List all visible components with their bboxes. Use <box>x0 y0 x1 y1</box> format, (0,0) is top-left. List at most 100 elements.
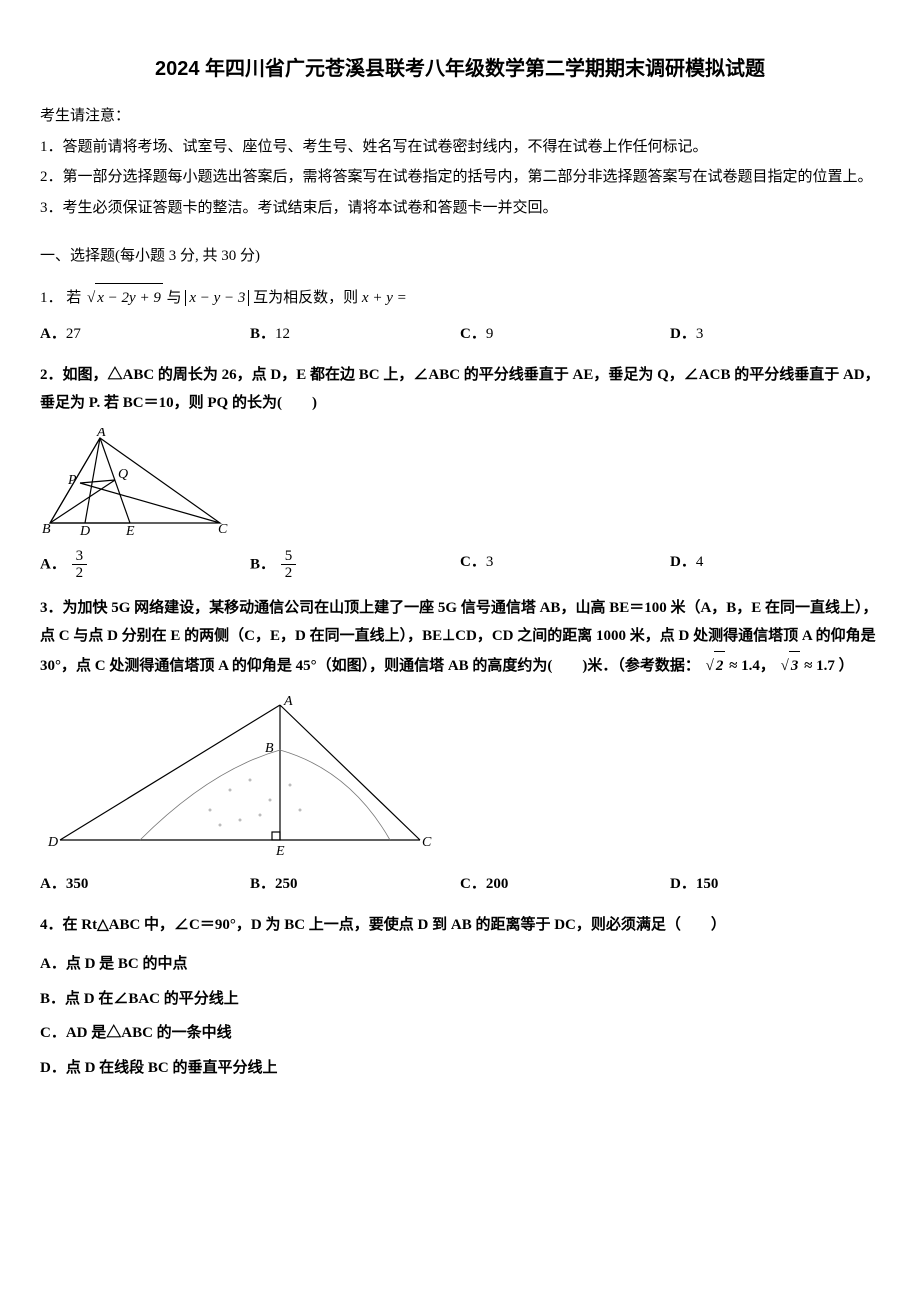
q2-label-b: B <box>42 522 51 537</box>
q1-c-val: 9 <box>486 326 494 342</box>
instructions-block: 考生请注意： 1．答题前请将考场、试室号、座位号、考生号、姓名写在试卷密封线内，… <box>40 102 880 222</box>
question-1: 1． 若 x − 2y + 9 与 x − y − 3 互为相反数，则 x + … <box>40 283 880 349</box>
q2-figure: A B C D E P Q <box>40 428 230 538</box>
q1-post1: 互为相反数，则 <box>253 290 362 306</box>
q1-opt-c: C．9 <box>460 320 670 349</box>
q1-b-val: 12 <box>275 326 290 342</box>
q3-label-c: C <box>422 835 432 850</box>
opt-label-c: C． <box>40 1025 66 1041</box>
instruction-item: 2．第一部分选择题每小题选出答案后，需将答案写在试卷指定的括号内，第二部分非选择… <box>40 163 880 192</box>
opt-label-a: A． <box>40 556 66 572</box>
q1-opt-b: B．12 <box>250 320 460 349</box>
instructions-heading: 考生请注意： <box>40 102 880 131</box>
q2-opt-b: B． 52 <box>250 548 460 582</box>
q4-options: A．点 D 是 BC 的中点 B．点 D 在∠BAC 的平分线上 C．AD 是△… <box>40 947 880 1085</box>
q1-mid: 与 <box>167 290 186 306</box>
q4-d-text: 点 D 在线段 BC 的垂直平分线上 <box>66 1060 278 1076</box>
q2-b-den: 2 <box>281 565 297 582</box>
opt-label-b: B． <box>250 556 275 572</box>
instruction-item: 3．考生必须保证答题卡的整洁。考试结束后，请将本试卷和答题卡一并交回。 <box>40 194 880 223</box>
question-4: 4．在 Rt△ABC 中，∠C＝90°，D 为 BC 上一点，要使点 D 到 A… <box>40 911 880 1086</box>
q3-c-val: 200 <box>486 876 509 892</box>
question-2: 2．如图，△ABC 的周长为 26，点 D，E 都在边 BC 上，∠ABC 的平… <box>40 361 880 582</box>
sqrt-icon: 2 <box>704 651 726 681</box>
q3-opt-b: B．250 <box>250 870 460 899</box>
q4-text: 在 Rt△ABC 中，∠C＝90°，D 为 BC 上一点，要使点 D 到 AB … <box>63 917 726 933</box>
q1-opt-d: D．3 <box>670 320 880 349</box>
q3-approx1: ≈ 1.4， <box>725 658 774 674</box>
q2-label-a: A <box>96 428 106 440</box>
page-title: 2024 年四川省广元苍溪县联考八年级数学第二学期期末调研模拟试题 <box>40 50 880 88</box>
opt-label-c: C． <box>460 326 486 342</box>
opt-label-d: D． <box>670 876 696 892</box>
q1-expr: x + y = <box>362 290 407 306</box>
opt-label-a: A． <box>40 956 66 972</box>
q2-label-d: D <box>79 524 90 538</box>
opt-label-c: C． <box>460 554 486 570</box>
q3-sqrt3: 3 <box>789 651 801 681</box>
q4-num: 4． <box>40 917 63 933</box>
q1-opt-a: A．27 <box>40 320 250 349</box>
q2-opt-a: A． 32 <box>40 548 250 582</box>
q1-a-val: 27 <box>66 326 81 342</box>
q3-opt-a: A．350 <box>40 870 250 899</box>
q2-a-frac: 32 <box>72 548 88 582</box>
opt-label-d: D． <box>670 326 696 342</box>
opt-label-b: B． <box>40 991 65 1007</box>
q2-text: 如图，△ABC 的周长为 26，点 D，E 都在边 BC 上，∠ABC 的平分线… <box>40 367 880 412</box>
q2-d-val: 4 <box>696 554 704 570</box>
q1-sqrt-body: x − 2y + 9 <box>95 283 163 313</box>
q4-opt-d: D．点 D 在线段 BC 的垂直平分线上 <box>40 1054 880 1083</box>
q2-num: 2． <box>40 367 63 383</box>
q1-d-val: 3 <box>696 326 704 342</box>
sqrt-icon: 3 <box>779 651 801 681</box>
q3-d-val: 150 <box>696 876 719 892</box>
q1-pre: 若 <box>66 290 81 306</box>
q1-options: A．27 B．12 C．9 D．3 <box>40 320 880 349</box>
opt-label-d: D． <box>40 1060 66 1076</box>
q3-label-a: A <box>283 694 293 709</box>
q2-options: A． 32 B． 52 C．3 D．4 <box>40 548 880 582</box>
q3-figure: A B C D E <box>40 690 440 860</box>
q4-c-text: AD 是△ABC 的一条中线 <box>66 1025 232 1041</box>
q2-c-val: 3 <box>486 554 494 570</box>
q3-a-val: 350 <box>66 876 89 892</box>
q3-label-e: E <box>275 844 285 859</box>
opt-label-a: A． <box>40 876 66 892</box>
q1-num: 1． <box>40 290 63 306</box>
q3-approx2: ≈ 1.7 ） <box>800 658 853 674</box>
q3-opt-d: D．150 <box>670 870 880 899</box>
q3-b-val: 250 <box>275 876 298 892</box>
opt-label-a: A． <box>40 326 66 342</box>
q3-label-d: D <box>47 835 58 850</box>
q4-opt-b: B．点 D 在∠BAC 的平分线上 <box>40 985 880 1014</box>
section-header: 一、选择题(每小题 3 分, 共 30 分) <box>40 242 880 271</box>
q1-abs: x − y − 3 <box>185 290 249 306</box>
q2-a-den: 2 <box>72 565 88 582</box>
q4-opt-c: C．AD 是△ABC 的一条中线 <box>40 1019 880 1048</box>
q3-options: A．350 B．250 C．200 D．150 <box>40 870 880 899</box>
opt-label-b: B． <box>250 876 275 892</box>
q3-num: 3． <box>40 600 63 616</box>
q2-opt-d: D．4 <box>670 548 880 582</box>
q2-label-p: P <box>67 473 77 488</box>
question-3: 3．为加快 5G 网络建设，某移动通信公司在山顶上建了一座 5G 信号通信塔 A… <box>40 594 880 899</box>
q2-a-num: 3 <box>72 548 88 566</box>
q3-sqrt2: 2 <box>714 651 726 681</box>
q2-label-q: Q <box>118 467 128 482</box>
q2-label-c: C <box>218 522 228 537</box>
q4-opt-a: A．点 D 是 BC 的中点 <box>40 950 880 979</box>
q2-label-e: E <box>125 524 135 538</box>
opt-label-b: B． <box>250 326 275 342</box>
q4-a-text: 点 D 是 BC 的中点 <box>66 956 188 972</box>
q4-b-text: 点 D 在∠BAC 的平分线上 <box>65 991 239 1007</box>
q2-b-num: 5 <box>281 548 297 566</box>
opt-label-d: D． <box>670 554 696 570</box>
sqrt-icon: x − 2y + 9 <box>85 283 163 313</box>
q2-b-frac: 52 <box>281 548 297 582</box>
q3-label-b: B <box>265 741 274 756</box>
q3-opt-c: C．200 <box>460 870 670 899</box>
opt-label-c: C． <box>460 876 486 892</box>
q2-opt-c: C．3 <box>460 548 670 582</box>
instruction-item: 1．答题前请将考场、试室号、座位号、考生号、姓名写在试卷密封线内，不得在试卷上作… <box>40 133 880 162</box>
